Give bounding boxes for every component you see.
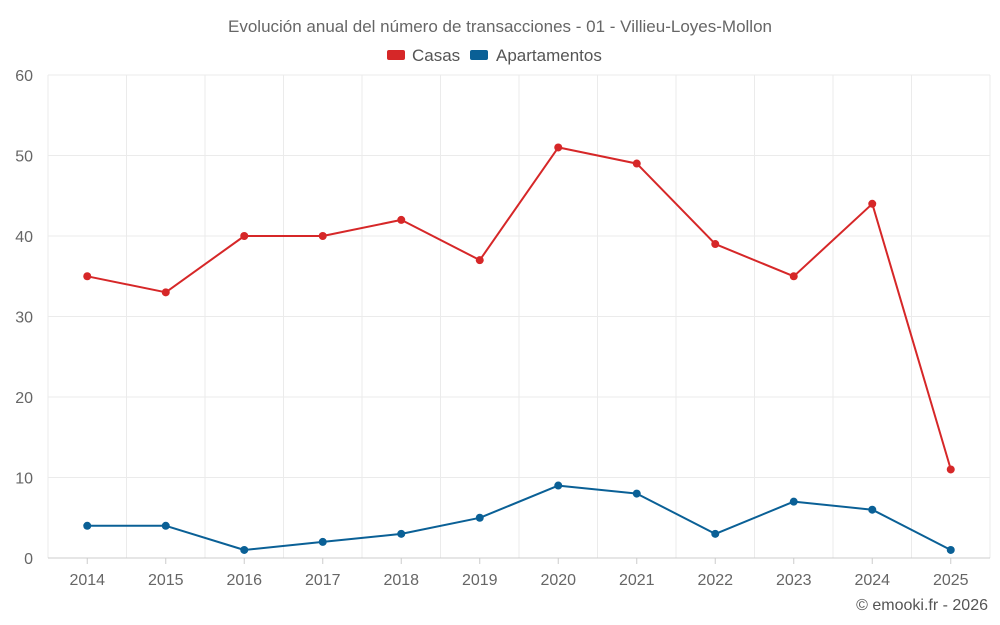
- y-tick-label: 60: [15, 68, 33, 85]
- y-tick-label: 10: [15, 471, 33, 488]
- data-point-casas[interactable]: Casas 2015: 33: [161, 288, 170, 297]
- y-tick-label: 0: [24, 551, 33, 568]
- legend-label-casas[interactable]: Casas: [412, 46, 460, 65]
- x-tick-label: 2021: [619, 572, 655, 589]
- x-tick-label: 2017: [305, 572, 341, 589]
- data-point-casas[interactable]: Casas 2019: 37: [475, 256, 484, 265]
- x-tick-label: 2020: [540, 572, 576, 589]
- y-tick-label: 40: [15, 229, 33, 246]
- data-point-apartamentos[interactable]: Apartamentos 2023: 7: [789, 497, 798, 506]
- series: Casas 2014: 35 Casas 2015: 33 Casas 2016: …: [83, 143, 955, 554]
- legend-swatch-apartamentos: [470, 50, 488, 60]
- data-point-apartamentos[interactable]: Apartamentos 2019: 5: [475, 513, 484, 522]
- series-line-apartamentos: [87, 484, 952, 551]
- data-point-apartamentos[interactable]: Apartamentos 2016: 1: [240, 545, 249, 554]
- data-point-casas[interactable]: Casas 2018: 42: [397, 215, 406, 224]
- credit-text: © emooki.fr - 2026: [856, 597, 988, 614]
- series-line-casas: [87, 146, 952, 470]
- data-point-apartamentos[interactable]: Apartamentos 2015: 4: [161, 521, 170, 530]
- data-point-apartamentos[interactable]: Apartamentos 2022: 3: [711, 529, 720, 538]
- grid: [47, 74, 991, 558]
- data-point-casas[interactable]: Casas 2020: 51: [554, 143, 563, 152]
- data-point-apartamentos[interactable]: Apartamentos 2021: 8: [632, 489, 641, 498]
- data-point-casas[interactable]: Casas 2017: 40: [318, 232, 327, 240]
- data-point-casas[interactable]: Casas 2016: 40: [240, 232, 249, 240]
- data-point-apartamentos[interactable]: Apartamentos 2024: 6: [868, 505, 877, 514]
- x-tick-label: 2016: [226, 572, 262, 589]
- x-tick-label: 2023: [776, 572, 812, 589]
- data-point-apartamentos[interactable]: Apartamentos 2025: 1: [946, 545, 955, 554]
- data-point-apartamentos[interactable]: Apartamentos 2017: 2: [318, 537, 327, 546]
- data-point-casas[interactable]: Casas 2025: 11: [946, 465, 955, 474]
- x-tick-label: 2022: [697, 572, 733, 589]
- x-tick-label: 2019: [462, 572, 498, 589]
- data-point-apartamentos[interactable]: Apartamentos 2018: 3: [397, 529, 406, 538]
- axes: 0 10 20 30 40 50 60 2014 2015 2016 2017 2018 2019 202…: [15, 68, 990, 589]
- data-point-casas[interactable]: Casas 2023: 35: [789, 272, 798, 281]
- data-point-casas[interactable]: Casas 2024: 44: [868, 199, 877, 208]
- data-point-apartamentos[interactable]: Apartamentos 2014: 4: [83, 521, 92, 530]
- data-point-apartamentos[interactable]: Apartamentos 2020: 9: [554, 481, 563, 490]
- x-tick-label: 2014: [69, 572, 105, 589]
- data-point-casas[interactable]: Casas 2014: 35: [83, 272, 92, 281]
- legend-label-apartamentos[interactable]: Apartamentos: [496, 46, 602, 65]
- x-tick-label: 2018: [383, 572, 419, 589]
- y-tick-label: 50: [15, 149, 33, 166]
- x-tick-label: 2015: [148, 572, 184, 589]
- chart-title: Evolución anual del número de transaccio…: [228, 17, 772, 36]
- legend: Casas Apartamentos: [387, 46, 602, 65]
- x-tick-label: 2025: [933, 572, 969, 589]
- y-tick-label: 30: [15, 310, 33, 327]
- legend-swatch-casas: [387, 50, 405, 60]
- y-tick-label: 20: [15, 390, 33, 407]
- data-point-casas[interactable]: Casas 2022: 39: [711, 240, 720, 249]
- x-tick-label: 2024: [854, 572, 890, 589]
- data-point-casas[interactable]: Casas 2021: 49: [632, 159, 641, 168]
